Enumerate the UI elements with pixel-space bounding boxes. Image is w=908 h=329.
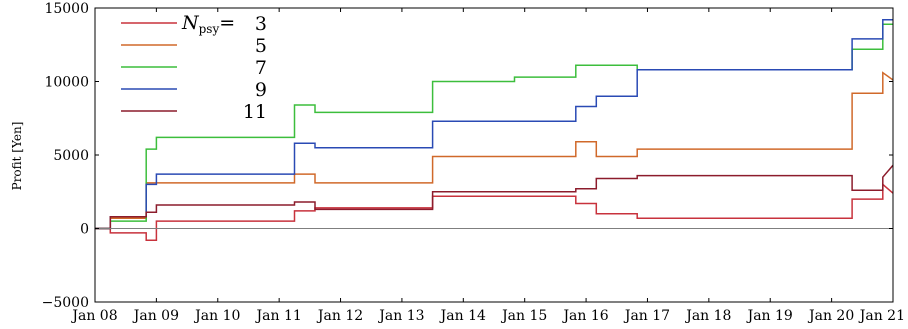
legend-param-subscript: psy [199,22,220,36]
x-tick-label: Jan 13 [377,308,424,324]
x-tick-label: Jan 14 [439,308,486,324]
x-tick-label: Jan 12 [316,308,363,324]
x-tick-label: Jan 11 [255,308,302,324]
y-tick-label: −5000 [42,295,89,311]
legend-param-label: Npsy= [181,12,235,36]
x-tick-label: Jan 10 [193,308,240,324]
x-tick-label: Jan 15 [500,308,547,324]
y-axis-label: Profit [Yen] [10,122,24,191]
x-tick-label: Jan 18 [684,308,731,324]
y-tick-label: 5000 [53,148,89,164]
y-tick-label: 15000 [44,1,89,17]
x-tick-label: Jan 17 [623,308,670,324]
x-tick-label: Jan 20 [807,308,854,324]
legend-label-7: 7 [255,57,267,79]
x-tick-label: Jan 19 [746,308,793,324]
y-tick-label: 0 [80,222,89,238]
plot-frame [94,7,894,303]
y-tick-label: 10000 [44,75,89,91]
legend-label-11: 11 [243,101,267,123]
series-line-9 [95,19,893,230]
legend-label-3: 3 [255,13,267,35]
x-tick-label: Jan 16 [561,308,608,324]
x-tick-label: Jan 09 [132,308,179,324]
x-tick-label: Jan 21 [858,308,905,324]
series-line-11 [95,164,894,230]
legend-param-equals: = [219,12,235,34]
legend-label-5: 5 [255,35,267,57]
x-axis: Jan 08 Jan 09 Jan 10 Jan 11 Jan 12 Jan 13 Jan … [70,8,905,324]
y-axis: −5000 0 5000 10000 15000 [42,1,893,311]
series-line-3 [95,182,894,242]
series-layer [95,19,894,242]
legend-label-9: 9 [255,79,267,101]
series-line-7 [95,23,893,230]
x-tick-label: Jan 08 [70,308,117,324]
legend-param-symbol: N [181,12,200,34]
